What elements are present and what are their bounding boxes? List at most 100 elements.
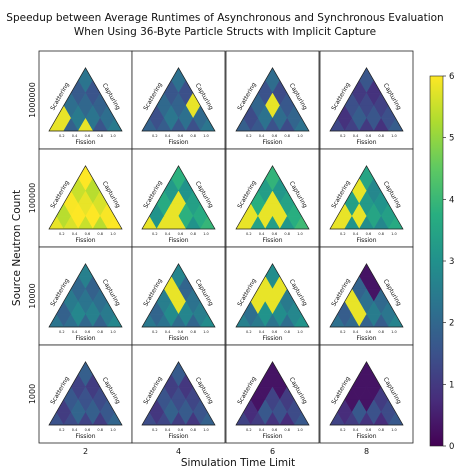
y-axis-label: Source Neutron Count bbox=[11, 190, 23, 306]
tick-label: 0.8 bbox=[97, 428, 103, 432]
tick-label: 1.0 bbox=[391, 134, 397, 138]
tick-label: 0.2 bbox=[246, 134, 252, 138]
colorbar-tick-label: 3 bbox=[449, 257, 454, 267]
tick-label: 0.4 bbox=[259, 134, 265, 138]
colorbar-tick-label: 4 bbox=[449, 195, 454, 205]
fission-label: Fission bbox=[262, 433, 282, 440]
fission-label: Fission bbox=[75, 335, 95, 342]
tick-label: 0.2 bbox=[340, 232, 346, 236]
tick-label: 0.2 bbox=[340, 428, 346, 432]
tick-label: 0.4 bbox=[165, 330, 171, 334]
tick-label: 1.0 bbox=[391, 232, 397, 236]
tick-label: 0.4 bbox=[353, 428, 359, 432]
tick-label: 0.8 bbox=[378, 330, 384, 334]
tick-label: 0.2 bbox=[152, 232, 158, 236]
tick-label: 0.4 bbox=[353, 232, 359, 236]
tick-label: 0.8 bbox=[378, 232, 384, 236]
colorbar-tick-label: 2 bbox=[449, 319, 454, 329]
tick-label: 0.4 bbox=[72, 330, 78, 334]
tick-label: 0.4 bbox=[72, 134, 78, 138]
tick-label: 0.4 bbox=[72, 232, 78, 236]
fission-label: Fission bbox=[168, 139, 188, 146]
tick-label: 1.0 bbox=[110, 134, 116, 138]
colorbar-tick-label: 6 bbox=[449, 72, 454, 82]
colorbar-tick-label: 1 bbox=[449, 380, 454, 390]
tick-label: 0.2 bbox=[59, 330, 65, 334]
triangle-outline bbox=[141, 67, 216, 132]
column-labels: 2 4 6 8 bbox=[83, 447, 369, 456]
tick-label: 0.2 bbox=[59, 232, 65, 236]
colorbar-ticks: 0 1 2 3 4 5 6 bbox=[443, 72, 454, 452]
tick-label: 0.6 bbox=[178, 134, 184, 138]
triangle-outline bbox=[48, 263, 123, 328]
tick-label: 0.2 bbox=[340, 330, 346, 334]
tick-label: 0.2 bbox=[340, 134, 346, 138]
tick-label: 0.8 bbox=[190, 134, 196, 138]
triangle-outline bbox=[48, 67, 123, 132]
tick-label: 0.6 bbox=[272, 428, 278, 432]
tick-label: 0.8 bbox=[284, 134, 290, 138]
tick-label: 1.0 bbox=[391, 330, 397, 334]
chart-title-line-1: Speedup between Average Runtimes of Asyn… bbox=[6, 12, 443, 24]
tick-label: 0.4 bbox=[72, 428, 78, 432]
colorbar bbox=[429, 75, 444, 447]
tick-label: 1.0 bbox=[110, 232, 116, 236]
tick-label: 0.8 bbox=[190, 330, 196, 334]
tick-label: 0.8 bbox=[284, 232, 290, 236]
tick-label: 0.4 bbox=[165, 428, 171, 432]
triangle-outline bbox=[235, 263, 310, 328]
triangle-outline bbox=[48, 165, 123, 230]
triangle-outline bbox=[329, 361, 404, 426]
tick-label: 1.0 bbox=[110, 428, 116, 432]
tick-label: 0.6 bbox=[366, 428, 372, 432]
tick-label: 0.8 bbox=[190, 428, 196, 432]
tick-label: 0.6 bbox=[366, 232, 372, 236]
x-axis-label: Simulation Time Limit bbox=[181, 457, 295, 469]
tick-label: 0.2 bbox=[152, 330, 158, 334]
tick-label: 0.8 bbox=[378, 134, 384, 138]
tick-label: 1.0 bbox=[297, 330, 303, 334]
tick-label: 0.2 bbox=[59, 428, 65, 432]
triangle-outline bbox=[48, 361, 123, 426]
tick-label: 0.4 bbox=[353, 330, 359, 334]
triangle-outline bbox=[329, 165, 404, 230]
tick-label: 1.0 bbox=[297, 232, 303, 236]
tick-label: 0.8 bbox=[378, 428, 384, 432]
fission-label: Fission bbox=[75, 237, 95, 244]
tick-label: 0.8 bbox=[97, 232, 103, 236]
colorbar-tick-label: 0 bbox=[449, 442, 454, 452]
tick-label: 1.0 bbox=[110, 330, 116, 334]
tick-label: 0.2 bbox=[246, 232, 252, 236]
tick-label: 0.2 bbox=[246, 428, 252, 432]
tick-label: 0.4 bbox=[165, 134, 171, 138]
row-label: 1000 bbox=[28, 384, 37, 404]
column-label: 2 bbox=[83, 447, 88, 456]
chart-title-line-2: When Using 36-Byte Particle Structs with… bbox=[74, 26, 376, 38]
tick-label: 0.6 bbox=[85, 232, 91, 236]
fission-label: Fission bbox=[262, 139, 282, 146]
tick-label: 1.0 bbox=[203, 330, 209, 334]
row-labels: 1000000 100000 10000 1000 bbox=[28, 82, 37, 404]
fission-label: Fission bbox=[356, 433, 376, 440]
tick-label: 0.2 bbox=[246, 330, 252, 334]
fission-label: Fission bbox=[262, 335, 282, 342]
tick-label: 0.2 bbox=[152, 134, 158, 138]
tick-label: 0.6 bbox=[272, 232, 278, 236]
tick-label: 0.6 bbox=[272, 134, 278, 138]
fission-label: Fission bbox=[75, 139, 95, 146]
triangle-outline bbox=[141, 361, 216, 426]
triangle-outline bbox=[141, 263, 216, 328]
column-label: 8 bbox=[364, 447, 369, 456]
